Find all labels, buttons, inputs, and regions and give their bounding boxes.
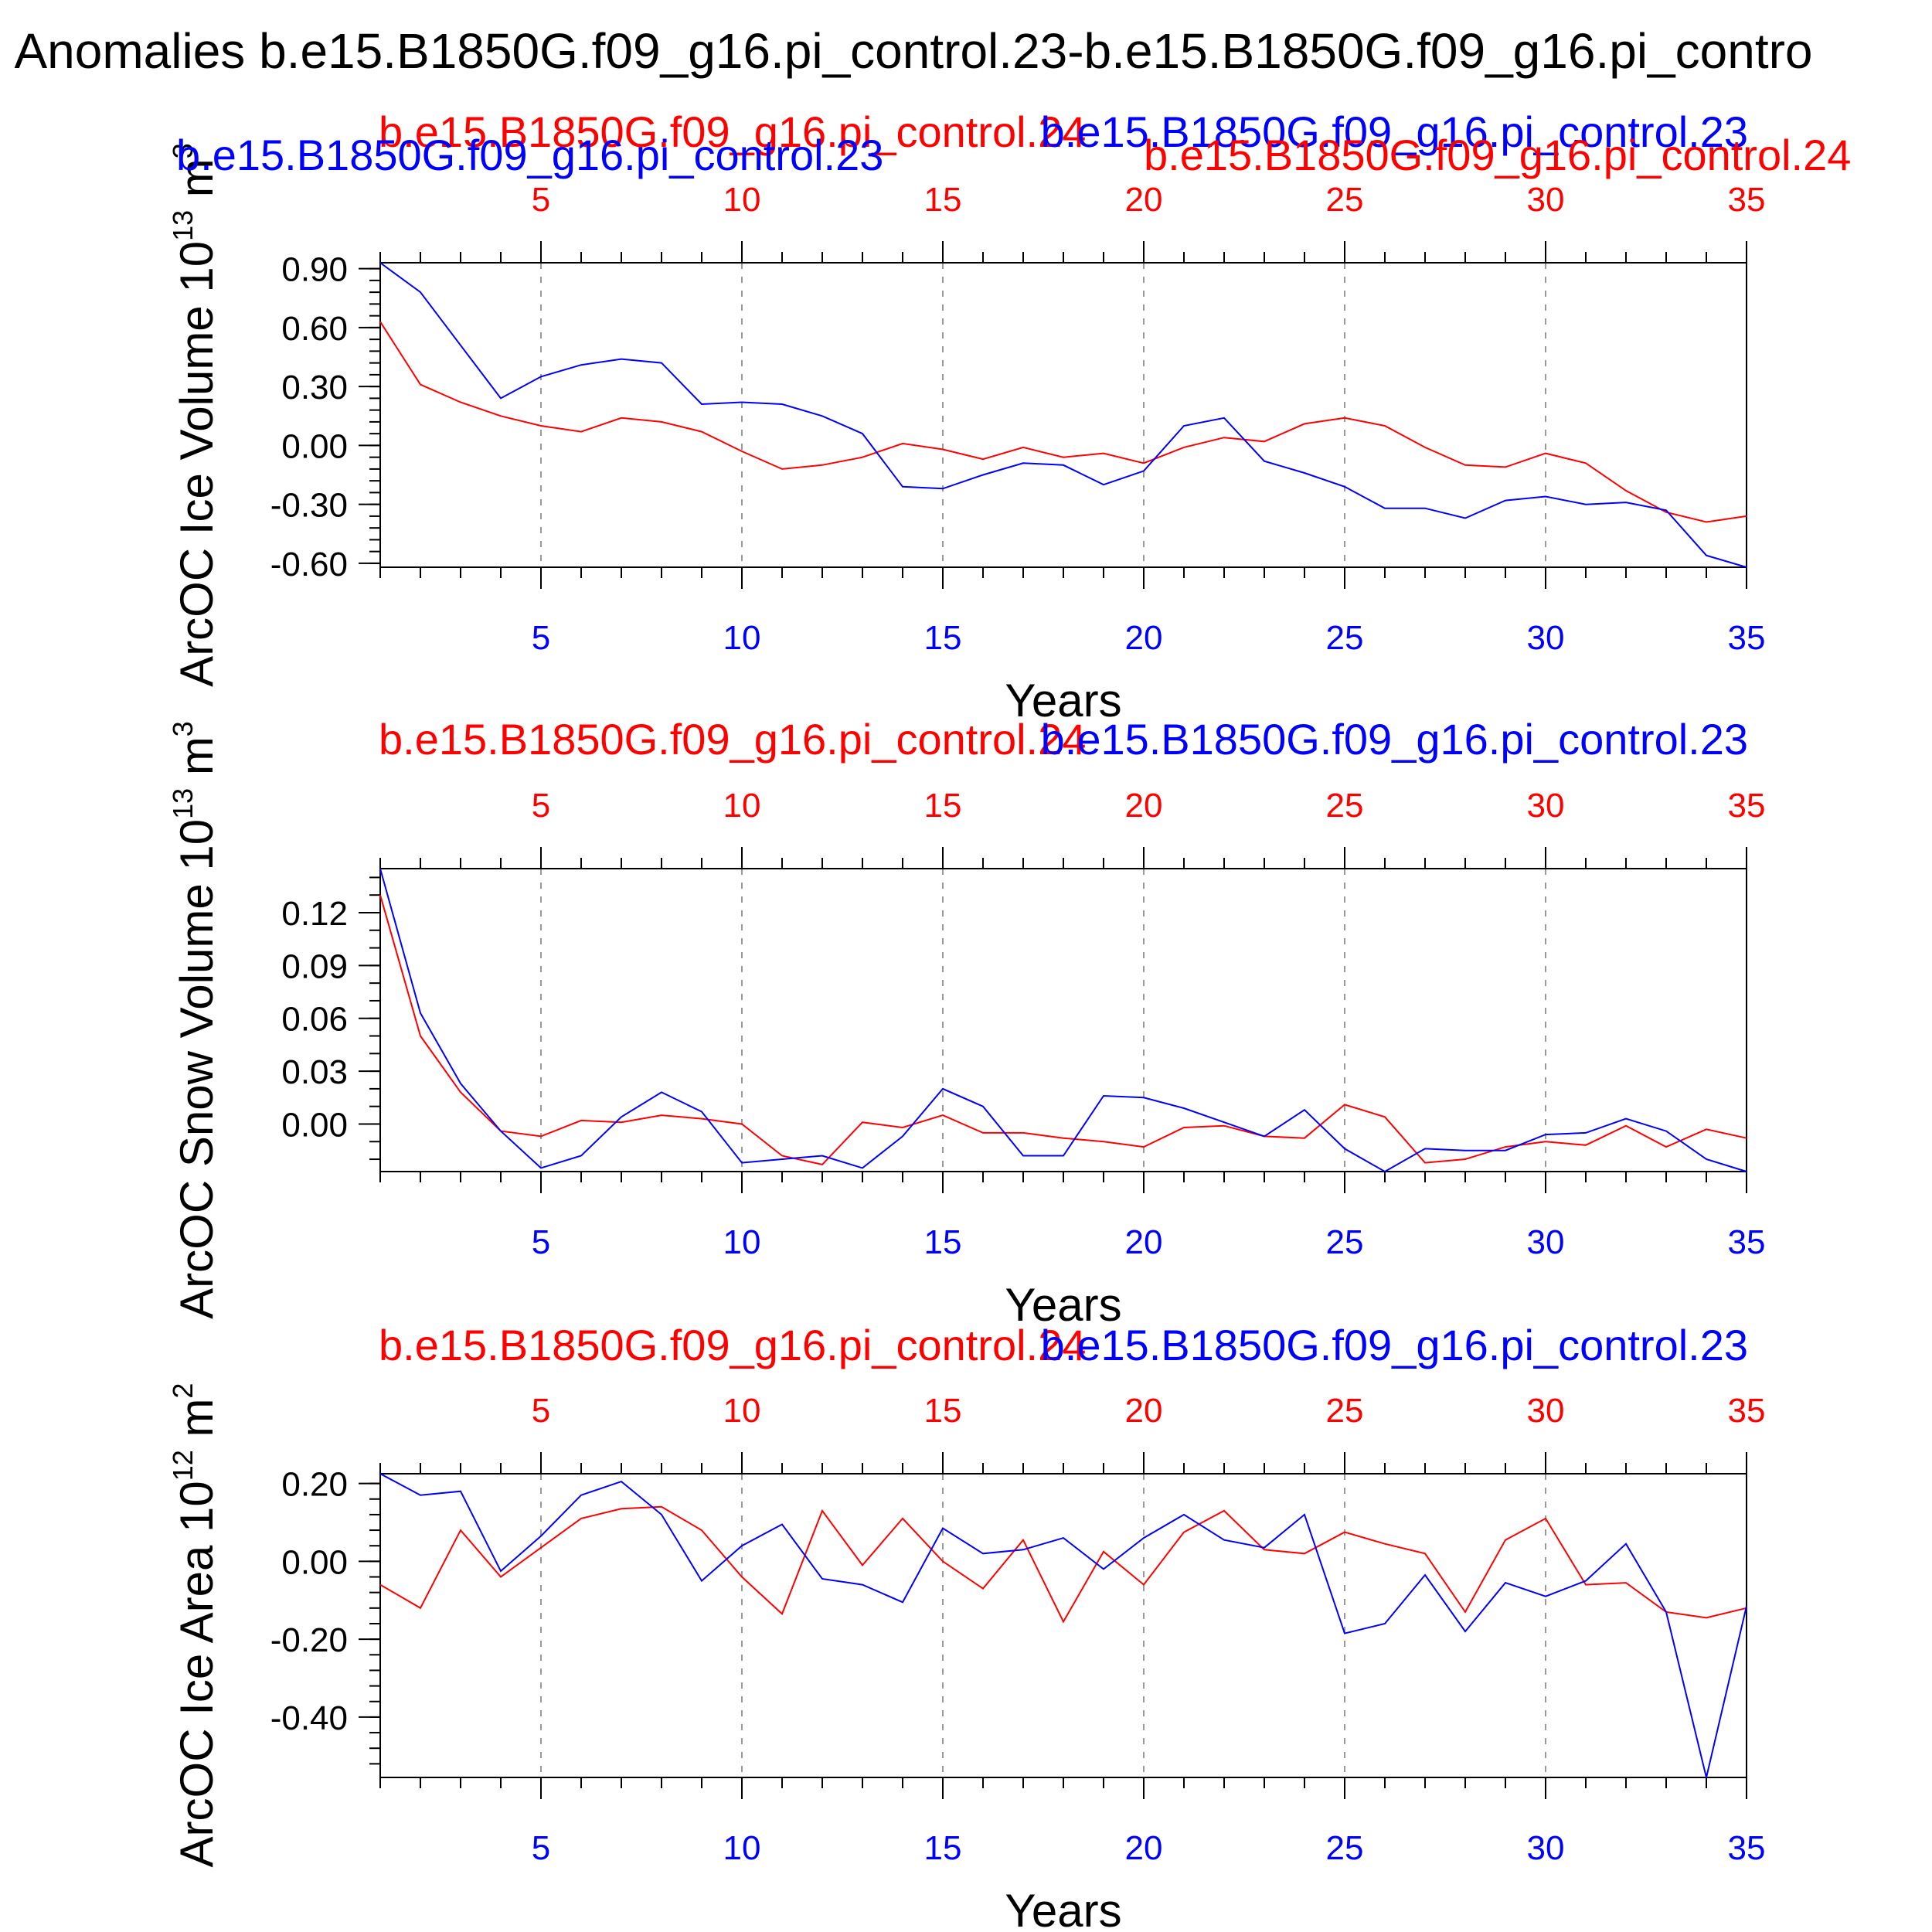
y-tick-label: 0.30 xyxy=(281,369,348,406)
y-tick-label: 0.09 xyxy=(281,947,348,985)
x-tick-label-top: 25 xyxy=(1326,787,1364,825)
y-tick-label: 0.00 xyxy=(281,1543,348,1581)
x-tick-label-top: 25 xyxy=(1326,1392,1364,1430)
y-axis-label: ArcOC Ice Volume 1013 m3 xyxy=(167,143,223,687)
x-axis-label: Years xyxy=(1005,1885,1121,1932)
x-tick-label-top: 20 xyxy=(1125,787,1163,825)
x-tick-label-top: 35 xyxy=(1728,1392,1766,1430)
plot-frame xyxy=(379,868,1747,1172)
x-tick-label-top: 15 xyxy=(924,181,962,219)
y-tick-label: 0.90 xyxy=(281,251,348,289)
panel-2: 5 5 10 10 15 15 20 20 25 25 30 30 35 35 0.00 0.03 0.06 0.… xyxy=(167,715,1765,1331)
x-tick-label-top: 35 xyxy=(1728,787,1766,825)
case-label: b.e15.B1850G.f09_g16.pi_control.24 xyxy=(379,1321,1086,1369)
y-tick-label: -0.60 xyxy=(270,546,348,583)
case-label: b.e15.B1850G.f09_g16.pi_control.23 xyxy=(1041,715,1748,764)
x-tick-label-bottom: 15 xyxy=(924,619,962,657)
y-tick-label: 0.00 xyxy=(281,1106,348,1144)
case-label: b.e15.B1850G.f09_g16.pi_control.24 xyxy=(1144,131,1851,179)
x-tick-label-bottom: 10 xyxy=(723,619,761,657)
x-tick-label-bottom: 20 xyxy=(1125,1223,1163,1261)
y-tick-label: 0.20 xyxy=(281,1466,348,1504)
plot-frame xyxy=(379,262,1747,568)
x-tick-label-top: 10 xyxy=(723,181,761,219)
y-tick-label: -0.40 xyxy=(270,1699,348,1737)
series-line xyxy=(379,1505,1747,1624)
y-axis-label: ArcOC Ice Area 1012 m2 xyxy=(167,1383,223,1868)
series-line xyxy=(379,321,1747,523)
x-tick-label-bottom: 25 xyxy=(1326,619,1364,657)
figure-title: l Anomalies b.e15.B1850G.f09_g16.pi_cont… xyxy=(0,23,1813,79)
x-tick-label-top: 15 xyxy=(924,787,962,825)
case-label: b.e15.B1850G.f09_g16.pi_control.23 xyxy=(176,131,883,179)
x-tick-label-top: 30 xyxy=(1527,1392,1565,1430)
y-tick-label: 0.60 xyxy=(281,310,348,348)
x-tick-label-bottom: 35 xyxy=(1728,1223,1766,1261)
x-tick-label-bottom: 30 xyxy=(1527,1223,1565,1261)
series-line xyxy=(379,262,1747,568)
y-tick-label: -0.20 xyxy=(270,1621,348,1659)
x-tick-label-top: 25 xyxy=(1326,181,1364,219)
x-tick-label-bottom: 5 xyxy=(532,619,550,657)
x-axis-label: Years xyxy=(1005,1279,1121,1331)
x-tick-label-bottom: 30 xyxy=(1527,619,1565,657)
y-tick-label: 0.00 xyxy=(281,427,348,465)
series-line xyxy=(379,868,1747,1173)
x-tick-label-bottom: 10 xyxy=(723,1223,761,1261)
x-tick-label-bottom: 15 xyxy=(924,1829,962,1867)
x-tick-label-top: 5 xyxy=(532,181,550,219)
x-tick-label-top: 20 xyxy=(1125,181,1163,219)
x-tick-label-bottom: 5 xyxy=(532,1829,550,1867)
x-tick-label-bottom: 30 xyxy=(1527,1829,1565,1867)
x-tick-label-bottom: 25 xyxy=(1326,1223,1364,1261)
x-tick-label-bottom: 35 xyxy=(1728,619,1766,657)
x-tick-label-bottom: 20 xyxy=(1125,619,1163,657)
x-tick-label-bottom: 35 xyxy=(1728,1829,1766,1867)
x-tick-label-bottom: 25 xyxy=(1326,1829,1364,1867)
case-label: b.e15.B1850G.f09_g16.pi_control.23 xyxy=(1041,1321,1748,1369)
x-tick-label-top: 30 xyxy=(1527,787,1565,825)
y-tick-label: 0.12 xyxy=(281,895,348,933)
x-tick-label-bottom: 5 xyxy=(532,1223,550,1261)
x-axis-label: Years xyxy=(1005,675,1121,726)
x-tick-label-top: 20 xyxy=(1125,1392,1163,1430)
y-tick-label: 0.03 xyxy=(281,1053,348,1091)
x-tick-label-bottom: 15 xyxy=(924,1223,962,1261)
case-label: b.e15.B1850G.f09_g16.pi_control.24 xyxy=(379,107,1086,156)
series-line xyxy=(379,1473,1747,1778)
panels: 5 5 10 10 15 15 20 20 25 25 30 30 35 35 -0.60 -0.30 0.00… xyxy=(167,107,1851,1932)
series-line xyxy=(379,894,1747,1165)
x-tick-label-top: 10 xyxy=(723,787,761,825)
x-tick-label-bottom: 10 xyxy=(723,1829,761,1867)
x-tick-label-top: 5 xyxy=(532,1392,550,1430)
case-label: b.e15.B1850G.f09_g16.pi_control.23 xyxy=(1041,107,1748,156)
panel-3: 5 5 10 10 15 15 20 20 25 25 30 30 35 35 -0.40 -0.20 0.00… xyxy=(167,1321,1765,1932)
x-tick-label-top: 35 xyxy=(1728,181,1766,219)
x-tick-label-top: 5 xyxy=(532,787,550,825)
x-tick-label-bottom: 20 xyxy=(1125,1829,1163,1867)
case-label: b.e15.B1850G.f09_g16.pi_control.24 xyxy=(379,715,1086,764)
y-axis-label: ArcOC Snow Volume 1013 m3 xyxy=(167,721,223,1319)
y-tick-label: -0.30 xyxy=(270,487,348,525)
y-tick-label: 0.06 xyxy=(281,1001,348,1039)
plot-frame xyxy=(379,1473,1747,1778)
x-tick-label-top: 30 xyxy=(1527,181,1565,219)
x-tick-label-top: 10 xyxy=(723,1392,761,1430)
x-tick-label-top: 15 xyxy=(924,1392,962,1430)
panel-1: 5 5 10 10 15 15 20 20 25 25 30 30 35 35 -0.60 -0.30 0.00… xyxy=(167,107,1851,726)
